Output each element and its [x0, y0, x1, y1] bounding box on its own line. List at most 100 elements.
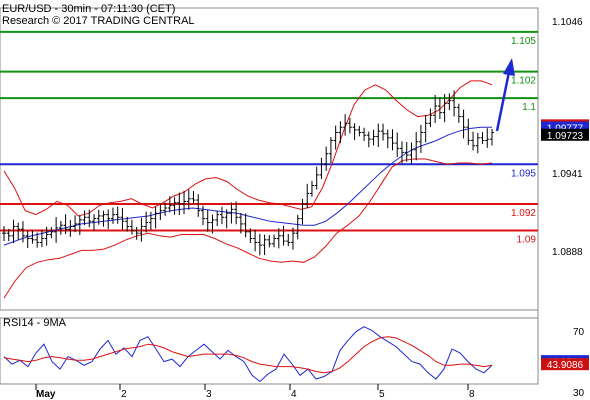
- candle: [376, 123, 381, 147]
- candle: [475, 132, 480, 154]
- chart-copyright: Research © 2017 TRADING CENTRAL: [2, 15, 195, 27]
- price-panel-frame: [0, 7, 539, 311]
- bollinger-lower-line: [3, 158, 493, 299]
- candle: [219, 206, 224, 225]
- candle: [385, 129, 390, 149]
- candle: [409, 142, 414, 164]
- candle: [115, 206, 120, 224]
- candle: [11, 219, 16, 244]
- candle: [371, 129, 376, 146]
- x-tick-label: 3: [206, 389, 212, 400]
- candle: [362, 127, 367, 141]
- candle: [234, 201, 239, 225]
- candle: [186, 189, 191, 210]
- rsi-tick-label: 70: [573, 327, 585, 338]
- y-tick-label: 1.0888: [552, 247, 583, 258]
- price-tag-box: [541, 128, 589, 141]
- candle: [333, 125, 338, 150]
- candle: [347, 117, 352, 134]
- x-tick-label: May: [36, 389, 56, 400]
- forecast-arrow-head: [503, 58, 515, 76]
- candle: [319, 157, 324, 180]
- moving-average-layer: [3, 126, 492, 246]
- candle: [267, 235, 272, 248]
- candle: [196, 194, 201, 217]
- candle: [248, 228, 253, 244]
- candle: [456, 103, 461, 123]
- candle: [182, 190, 187, 215]
- level-label: 1.09: [517, 235, 537, 246]
- rsi-line: [3, 326, 493, 383]
- rsi-title: RSI14 - 9MA: [3, 317, 67, 329]
- candle: [471, 131, 476, 151]
- candle: [77, 215, 82, 236]
- y-tick-label: 1.0941: [552, 169, 583, 180]
- level-labels-layer: 1.105 1.102 1.1 1.095 1.092 1.09: [511, 36, 536, 246]
- level-label: 1.102: [511, 76, 536, 87]
- candle: [295, 214, 300, 240]
- candle: [200, 205, 205, 226]
- candle: [106, 209, 111, 229]
- candle: [224, 209, 229, 229]
- candle: [148, 211, 153, 230]
- candle: [172, 197, 177, 215]
- candle: [215, 211, 220, 227]
- candle: [20, 221, 25, 243]
- candle: [92, 214, 97, 231]
- candles-layer: [2, 90, 494, 256]
- candle: [54, 217, 59, 243]
- candle: [39, 229, 44, 248]
- candle: [404, 142, 409, 162]
- candle: [352, 123, 357, 141]
- moving-average-line: [3, 126, 492, 246]
- candle: [177, 192, 182, 216]
- candle: [338, 121, 343, 144]
- candle: [120, 207, 125, 230]
- candle: [466, 118, 471, 145]
- candle: [328, 137, 333, 164]
- candle: [447, 93, 452, 111]
- rsi-tag-box: [541, 358, 589, 371]
- forecast-arrow-shaft: [495, 71, 511, 132]
- candle: [191, 191, 196, 204]
- candle: [16, 222, 21, 240]
- candle: [129, 219, 134, 235]
- candle: [442, 94, 447, 123]
- candle: [418, 124, 423, 153]
- candle: [30, 229, 35, 244]
- candle: [291, 227, 296, 250]
- rsi-panel-frame: [0, 317, 539, 385]
- candle: [452, 90, 457, 117]
- y-tick-label: 1.1046: [552, 17, 583, 28]
- candle: [238, 212, 243, 234]
- candle: [134, 226, 139, 240]
- candle: [167, 196, 172, 213]
- candle: [461, 109, 466, 139]
- candle: [96, 209, 101, 225]
- candle: [125, 216, 130, 232]
- candle: [399, 141, 404, 164]
- candle: [309, 180, 314, 197]
- candle: [243, 213, 248, 238]
- candle: [110, 207, 115, 224]
- candle: [357, 125, 362, 137]
- candle: [433, 94, 438, 124]
- candle: [68, 219, 73, 237]
- candle: [210, 214, 215, 234]
- candle: [87, 209, 92, 228]
- chart-title: EUR/USD - 30min - 07:11:30 (CET): [2, 3, 175, 15]
- level-label: 1.095: [511, 168, 536, 179]
- candle: [343, 114, 348, 136]
- rsi-tick-label: 30: [573, 388, 585, 399]
- candle: [257, 233, 262, 256]
- candle: [305, 183, 310, 209]
- x-tick-label: 2: [121, 389, 127, 400]
- candle: [49, 227, 54, 239]
- candle: [272, 234, 277, 248]
- candle: [63, 214, 68, 235]
- candle: [144, 211, 149, 233]
- candle: [490, 128, 494, 146]
- candle: [25, 230, 30, 248]
- level-label: 1.092: [511, 208, 536, 219]
